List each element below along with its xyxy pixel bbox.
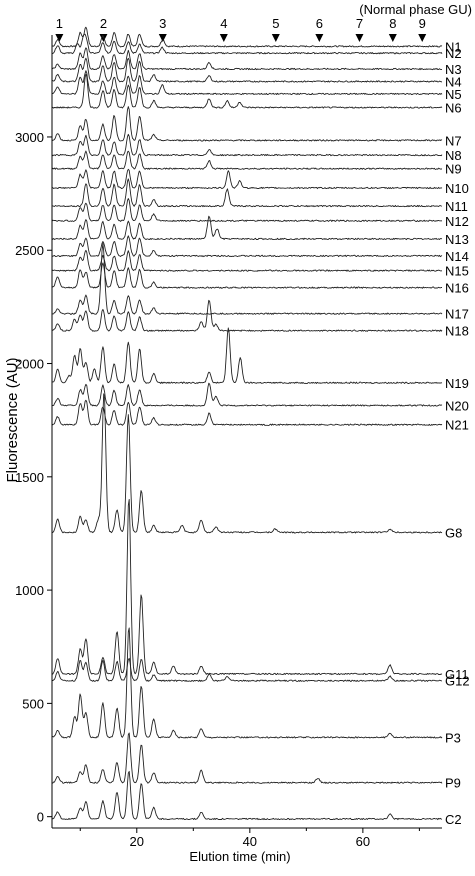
series-label-n8: N8: [445, 148, 462, 163]
x-axis-ticks: 20 40 60: [79, 828, 420, 849]
trace-p9: [52, 732, 443, 784]
y-axis-ticks: 0 500 1000 1500 2000 2500 3000: [15, 130, 52, 825]
gu-marker-label: 2: [100, 16, 107, 31]
gu-marker-label: 3: [159, 16, 166, 31]
series-label-n20: N20: [445, 398, 469, 413]
trace-n9: [51, 150, 443, 170]
series-label-n4: N4: [445, 74, 462, 89]
series-label-n16: N16: [445, 281, 469, 296]
gu-marker-arrow: [271, 34, 280, 42]
series-label-n11: N11: [445, 199, 468, 214]
y-tick-label: 1500: [15, 470, 44, 485]
series-label-n1: N1: [445, 39, 462, 54]
trace-n17: [52, 243, 443, 315]
trace-n10: [51, 168, 443, 190]
trace-g11: [51, 498, 443, 676]
trace-n1: [51, 26, 443, 48]
trace-n11: [51, 178, 443, 208]
series-label-n17: N17: [445, 307, 469, 322]
trace-n13: [51, 215, 443, 241]
trace-n7: [51, 106, 443, 142]
gu-marker-arrow: [418, 34, 427, 42]
gu-marker-label: 4: [220, 16, 227, 31]
series-label-n3: N3: [445, 62, 462, 77]
gu-marker-label: 9: [419, 16, 426, 31]
trace-c2: [51, 770, 443, 821]
gu-marker-label: 7: [356, 16, 363, 31]
series-label-n10: N10: [445, 181, 469, 196]
trace-n4: [51, 57, 443, 83]
x-tick-label: 40: [243, 834, 257, 849]
y-tick-label: 2500: [15, 243, 44, 258]
x-axis-title: Elution time (min): [189, 849, 290, 864]
trace-n21: [51, 399, 443, 426]
gu-axis-label: (Normal phase GU): [359, 2, 472, 17]
series-label-p9: P9: [445, 776, 461, 791]
trace-n18: [51, 299, 443, 332]
x-tick-label: 20: [130, 834, 144, 849]
series-label-n7: N7: [445, 133, 462, 148]
series-label-n9: N9: [445, 162, 462, 177]
trace-layer: [51, 26, 443, 821]
gu-marker-arrow: [388, 34, 397, 42]
trace-n5: [52, 70, 443, 96]
y-axis-title: Fluorescence (AU): [4, 357, 21, 482]
series-label-n14: N14: [445, 249, 469, 264]
gu-marker-layer: 1 2 3 4 5 6 7 8 9: [55, 16, 427, 42]
series-label-p3: P3: [445, 730, 461, 745]
gu-marker-label: 6: [316, 16, 323, 31]
series-label-n13: N13: [445, 232, 469, 247]
series-label-n21: N21: [445, 418, 469, 433]
trace-n20: [51, 382, 443, 407]
series-label-g8: G8: [445, 525, 462, 540]
series-label-n19: N19: [445, 376, 469, 391]
y-tick-label: 1000: [15, 583, 44, 598]
trace-n19: [51, 327, 443, 384]
trace-n15: [51, 249, 443, 272]
series-label-g12: G12: [445, 674, 470, 689]
gu-marker-label: 1: [56, 16, 63, 31]
trace-n3: [51, 47, 443, 71]
y-tick-label: 0: [37, 810, 44, 825]
trace-g8: [51, 393, 443, 534]
gu-marker-arrow: [219, 34, 228, 42]
trace-p3: [51, 627, 443, 739]
series-label-n2: N2: [445, 46, 462, 61]
trace-n6: [51, 73, 443, 109]
gu-marker-arrow: [315, 34, 324, 42]
trace-n14: [51, 235, 443, 258]
trace-n16: [51, 262, 442, 289]
series-label-n18: N18: [445, 324, 469, 339]
gu-marker-arrow: [99, 34, 108, 42]
gu-marker-arrow: [158, 34, 167, 42]
gu-marker-arrow: [55, 34, 64, 42]
trace-g12: [51, 657, 443, 682]
y-tick-label: 500: [22, 696, 44, 711]
series-label-c2: C2: [445, 812, 462, 827]
trace-n2: [51, 33, 443, 55]
series-label-n12: N12: [445, 214, 469, 229]
y-tick-label: 2000: [15, 357, 44, 372]
series-label-n15: N15: [445, 264, 469, 279]
x-tick-label: 60: [356, 834, 370, 849]
series-label-n5: N5: [445, 87, 462, 102]
gu-marker-label: 8: [389, 16, 396, 31]
series-label-n6: N6: [445, 101, 462, 116]
y-tick-label: 3000: [15, 130, 44, 145]
series-label-g11: G11: [445, 667, 469, 682]
gu-marker-arrow: [355, 34, 364, 42]
trace-n12: [51, 198, 443, 222]
gu-marker-label: 5: [272, 16, 279, 31]
trace-n8: [51, 133, 443, 157]
